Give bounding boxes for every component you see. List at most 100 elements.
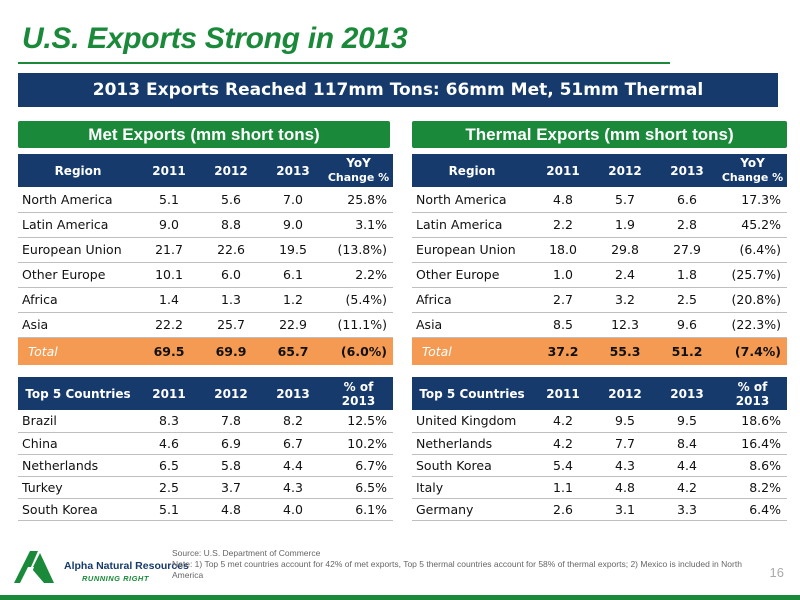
header-pct-line2: 2013 [341, 393, 376, 408]
value-2011: 5.4 [532, 454, 594, 477]
thermal-countries-table: Top 5 Countries 2011 2012 2013 % of 2013 … [412, 377, 787, 521]
table-row: North America 5.1 5.6 7.0 25.8% [18, 187, 393, 213]
table-row: Asia 8.5 12.3 9.6 (22.3%) [412, 312, 787, 338]
header-pct-line1: % of [343, 379, 374, 394]
yoy-change: (22.3%) [718, 312, 787, 338]
value-2013: 6.1 [262, 262, 324, 288]
value-2012: 12.3 [594, 312, 656, 338]
page-number: 16 [769, 565, 784, 580]
value-2013: 19.5 [262, 237, 324, 263]
value-2012: 25.7 [200, 312, 262, 338]
value-2011: 10.1 [138, 262, 200, 288]
value-2011: 5.1 [138, 187, 200, 213]
table-row: Africa 2.7 3.2 2.5 (20.8%) [412, 287, 787, 313]
value-2011: 6.5 [138, 454, 200, 477]
total-2012: 55.3 [594, 337, 656, 365]
table-row: European Union 18.0 29.8 27.9 (6.4%) [412, 237, 787, 263]
company-logo-icon [14, 551, 54, 583]
header-top5: Top 5 Countries [412, 377, 532, 410]
value-2011: 2.7 [532, 287, 594, 313]
met-exports-panel: Met Exports (mm short tons) Region 2011 … [18, 121, 393, 521]
country-name: South Korea [18, 498, 138, 521]
table-row: Turkey 2.5 3.7 4.3 6.5% [18, 476, 393, 499]
table-row: Latin America 2.2 1.9 2.8 45.2% [412, 212, 787, 238]
header-2012: 2012 [594, 377, 656, 410]
value-2011: 8.5 [532, 312, 594, 338]
value-2013: 6.7 [262, 432, 324, 455]
header-2012: 2012 [594, 154, 656, 187]
value-2013: 1.2 [262, 287, 324, 313]
region-name: Other Europe [18, 262, 138, 288]
yoy-change: (11.1%) [324, 312, 393, 338]
country-name: Brazil [18, 410, 138, 433]
header-pct-line1: % of [737, 379, 768, 394]
note-line: Note: 1) Top 5 met countries account for… [172, 559, 742, 580]
share-of-2013: 8.6% [718, 454, 787, 477]
value-2011: 8.3 [138, 410, 200, 433]
region-name: Other Europe [412, 262, 532, 288]
yoy-change: (25.7%) [718, 262, 787, 288]
value-2013: 3.3 [656, 498, 718, 521]
header-2013: 2013 [262, 377, 324, 410]
header-pct-line2: 2013 [735, 393, 770, 408]
value-2011: 2.6 [532, 498, 594, 521]
total-yoy: (7.4%) [718, 337, 787, 365]
header-2011: 2011 [532, 377, 594, 410]
met-region-table: Region 2011 2012 2013 YoY Change % North … [18, 154, 393, 365]
logo-tagline: RUNNING RIGHT [82, 574, 149, 583]
value-2011: 2.2 [532, 212, 594, 238]
region-name: Latin America [18, 212, 138, 238]
header-yoy-line1: YoY [740, 156, 765, 170]
header-pct: % of 2013 [718, 377, 787, 410]
header-2011: 2011 [532, 154, 594, 187]
value-2012: 4.3 [594, 454, 656, 477]
total-2011: 37.2 [532, 337, 594, 365]
table-row: Other Europe 10.1 6.0 6.1 2.2% [18, 262, 393, 288]
share-of-2013: 6.1% [324, 498, 393, 521]
value-2012: 3.1 [594, 498, 656, 521]
value-2012: 6.0 [200, 262, 262, 288]
value-2013: 7.0 [262, 187, 324, 213]
value-2013: 9.5 [656, 410, 718, 433]
region-name: European Union [412, 237, 532, 263]
value-2012: 9.5 [594, 410, 656, 433]
yoy-change: (13.8%) [324, 237, 393, 263]
country-name: Italy [412, 476, 532, 499]
value-2012: 7.7 [594, 432, 656, 455]
value-2013: 4.2 [656, 476, 718, 499]
value-2012: 1.3 [200, 287, 262, 313]
share-of-2013: 10.2% [324, 432, 393, 455]
table-row: Brazil 8.3 7.8 8.2 12.5% [18, 410, 393, 433]
yoy-change: (20.8%) [718, 287, 787, 313]
value-2012: 6.9 [200, 432, 262, 455]
header-region: Region [18, 154, 138, 187]
title-underline [18, 62, 670, 64]
logo-company-name: Alpha Natural Resources [64, 560, 189, 572]
value-2013: 2.8 [656, 212, 718, 238]
total-label: Total [18, 337, 138, 365]
header-2011: 2011 [138, 377, 200, 410]
yoy-change: 25.8% [324, 187, 393, 213]
share-of-2013: 6.7% [324, 454, 393, 477]
header-top5: Top 5 Countries [18, 377, 138, 410]
table-row: Other Europe 1.0 2.4 1.8 (25.7%) [412, 262, 787, 288]
thermal-exports-heading: Thermal Exports (mm short tons) [412, 121, 787, 148]
value-2012: 5.8 [200, 454, 262, 477]
country-name: Germany [412, 498, 532, 521]
header-yoy: YoY Change % [718, 154, 787, 187]
value-2013: 4.4 [262, 454, 324, 477]
thermal-region-table: Region 2011 2012 2013 YoY Change % North … [412, 154, 787, 365]
value-2013: 8.2 [262, 410, 324, 433]
table-header-row: Region 2011 2012 2013 YoY Change % [18, 154, 393, 187]
value-2011: 4.2 [532, 432, 594, 455]
table-row: South Korea 5.1 4.8 4.0 6.1% [18, 498, 393, 521]
value-2013: 4.3 [262, 476, 324, 499]
yoy-change: (5.4%) [324, 287, 393, 313]
value-2012: 3.2 [594, 287, 656, 313]
header-yoy-line1: YoY [346, 156, 371, 170]
region-name: European Union [18, 237, 138, 263]
value-2011: 4.6 [138, 432, 200, 455]
value-2013: 4.0 [262, 498, 324, 521]
value-2011: 4.8 [532, 187, 594, 213]
country-name: Turkey [18, 476, 138, 499]
